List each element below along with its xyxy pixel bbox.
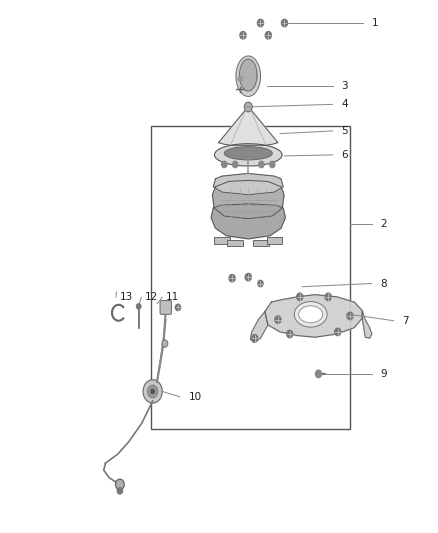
Bar	[254, 240, 269, 246]
Circle shape	[117, 488, 123, 494]
Text: 9: 9	[381, 369, 387, 379]
Circle shape	[287, 330, 293, 338]
Circle shape	[240, 31, 246, 39]
Circle shape	[175, 304, 180, 311]
Circle shape	[162, 340, 168, 348]
Text: 7: 7	[403, 316, 409, 326]
Circle shape	[325, 293, 331, 301]
Circle shape	[335, 328, 341, 336]
Circle shape	[258, 19, 264, 27]
Polygon shape	[211, 204, 286, 239]
Bar	[227, 240, 243, 246]
Polygon shape	[362, 311, 372, 338]
Circle shape	[229, 274, 235, 282]
Text: 10: 10	[188, 392, 201, 402]
Ellipse shape	[294, 302, 327, 327]
Text: 5: 5	[341, 126, 348, 136]
Polygon shape	[212, 180, 284, 219]
Ellipse shape	[299, 306, 323, 323]
Bar	[267, 237, 283, 244]
Circle shape	[116, 479, 124, 490]
Ellipse shape	[224, 147, 272, 160]
Circle shape	[315, 370, 321, 377]
Circle shape	[275, 316, 281, 324]
Text: 6: 6	[341, 150, 348, 160]
Text: 1: 1	[372, 18, 378, 28]
FancyBboxPatch shape	[160, 301, 171, 314]
Polygon shape	[219, 106, 278, 146]
Circle shape	[252, 335, 258, 342]
Circle shape	[148, 385, 158, 398]
Text: 8: 8	[381, 279, 387, 288]
Text: 11: 11	[166, 292, 179, 302]
Circle shape	[347, 312, 353, 320]
Circle shape	[238, 76, 243, 82]
Circle shape	[258, 280, 263, 287]
Circle shape	[222, 161, 227, 167]
Circle shape	[259, 161, 264, 167]
Circle shape	[233, 161, 238, 167]
Circle shape	[297, 293, 303, 301]
Text: 2: 2	[381, 219, 387, 229]
Polygon shape	[265, 295, 362, 337]
Polygon shape	[240, 59, 257, 91]
Polygon shape	[236, 56, 261, 96]
Circle shape	[143, 379, 162, 403]
Text: 3: 3	[341, 81, 348, 91]
Circle shape	[151, 389, 154, 393]
Bar	[151, 126, 350, 429]
Text: 12: 12	[145, 292, 158, 302]
Bar	[214, 237, 230, 244]
Circle shape	[137, 304, 141, 309]
Circle shape	[270, 161, 275, 167]
Text: 13: 13	[120, 292, 133, 302]
Text: 4: 4	[341, 99, 348, 109]
Circle shape	[265, 31, 272, 39]
Circle shape	[245, 273, 251, 281]
Ellipse shape	[215, 144, 282, 166]
Polygon shape	[213, 173, 283, 195]
Circle shape	[244, 102, 252, 112]
Circle shape	[282, 19, 288, 27]
Polygon shape	[251, 312, 268, 343]
